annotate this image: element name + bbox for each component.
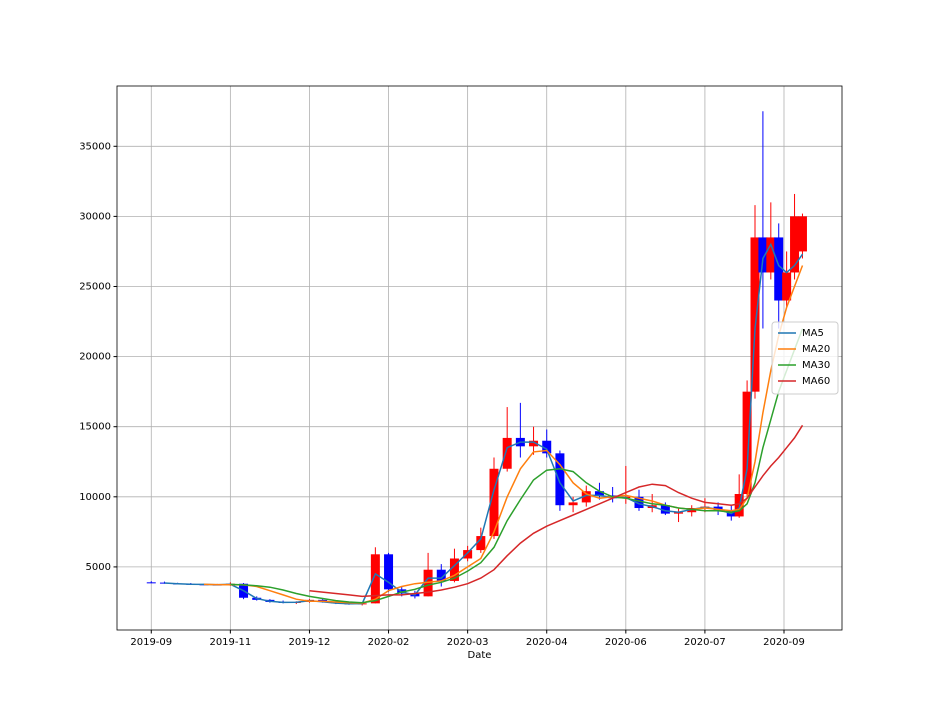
candle-body xyxy=(476,536,486,551)
y-tick-label: 30000 xyxy=(79,211,111,222)
candle-body xyxy=(436,569,446,581)
candle-body xyxy=(529,440,539,447)
legend-label: MA20 xyxy=(802,344,830,355)
x-axis-label: Date xyxy=(468,650,492,661)
candle-body xyxy=(489,468,499,537)
y-tick-label: 25000 xyxy=(79,281,111,292)
legend-label: MA60 xyxy=(802,376,830,387)
candle-body xyxy=(449,558,459,581)
candle-body xyxy=(568,502,578,506)
legend-box xyxy=(771,321,839,395)
candle-body xyxy=(742,391,752,494)
candle-body xyxy=(463,550,473,559)
candle-body xyxy=(555,453,565,506)
x-tick-label: 2020-02 xyxy=(368,637,410,648)
candle-body xyxy=(502,437,512,469)
legend: MA5 MA20 MA30 MA60 xyxy=(771,321,839,395)
candle-body xyxy=(384,554,394,590)
candle-body xyxy=(790,216,800,273)
y-tick-label: 10000 xyxy=(79,492,111,503)
x-tick-label: 2020-03 xyxy=(447,637,489,648)
x-tick-label: 2020-07 xyxy=(684,637,726,648)
y-tick-label: 5000 xyxy=(86,562,111,573)
legend-label: MA30 xyxy=(802,360,830,371)
x-tick-label: 2019-12 xyxy=(289,637,331,648)
ma-line xyxy=(203,265,804,604)
candle-body xyxy=(370,554,380,604)
ma-line xyxy=(230,328,804,604)
candle-body xyxy=(774,237,784,301)
y-tick-label: 15000 xyxy=(79,422,111,433)
x-tick-label: 2019-11 xyxy=(209,637,251,648)
candle-body xyxy=(594,491,604,496)
y-tick-label: 35000 xyxy=(79,141,111,152)
y-tick-label: 20000 xyxy=(79,352,111,363)
x-tick-label: 2020-09 xyxy=(763,637,805,648)
candle-body xyxy=(146,582,156,584)
candle-body xyxy=(581,491,591,503)
candle-body xyxy=(750,237,760,392)
candle-body xyxy=(542,440,552,454)
x-tick-label: 2020-06 xyxy=(605,637,647,648)
x-tick-label: 2019-09 xyxy=(130,637,172,648)
candle-body xyxy=(797,216,807,252)
candle-body xyxy=(758,237,768,273)
candle-body xyxy=(634,496,644,509)
ma-line xyxy=(309,424,804,598)
candle-body xyxy=(782,272,792,301)
candle-body xyxy=(660,505,670,514)
candle-body xyxy=(766,237,776,273)
axes-frame xyxy=(116,85,843,631)
legend-label: MA5 xyxy=(802,328,824,339)
candle-body xyxy=(159,582,169,584)
x-tick-label: 2020-04 xyxy=(526,637,568,648)
